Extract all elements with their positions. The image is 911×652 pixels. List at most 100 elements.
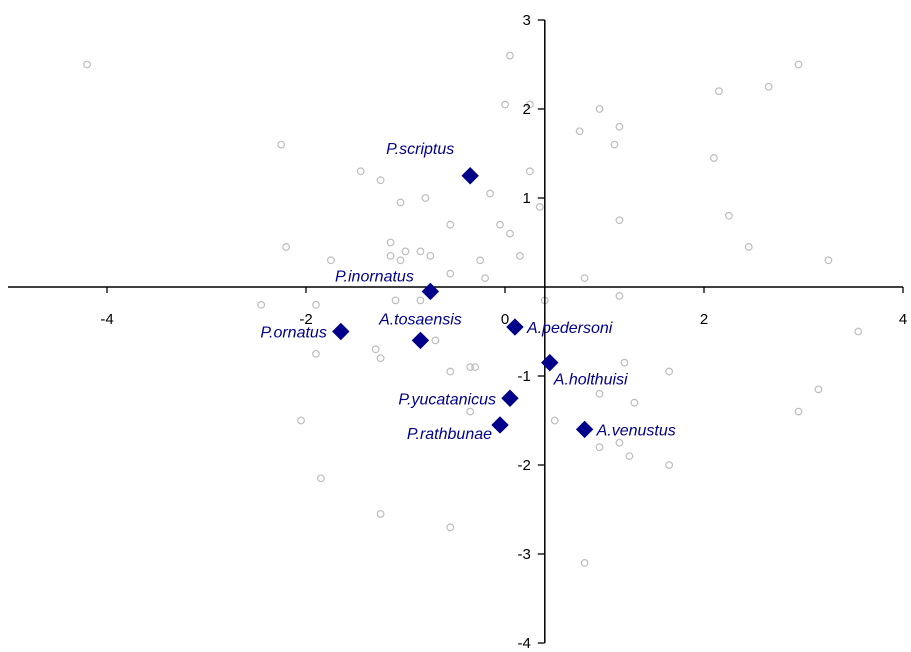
species-marker (491, 416, 509, 434)
species-label: P.inornatus (335, 268, 414, 285)
background-point (376, 510, 385, 518)
background-point (496, 220, 504, 229)
background-point (277, 140, 286, 149)
background-point (376, 354, 385, 363)
species-marker (575, 420, 594, 439)
background-point (446, 367, 455, 376)
background-point (391, 296, 400, 305)
background-point (595, 443, 604, 452)
background-point (580, 274, 589, 283)
background-point (416, 296, 425, 305)
background-point (371, 345, 380, 354)
background-point (575, 127, 584, 136)
background-point (312, 300, 320, 309)
species-marker (411, 331, 430, 350)
background-point (506, 229, 514, 238)
background-point (386, 251, 395, 260)
background-point (376, 176, 385, 185)
background-point (421, 194, 430, 202)
background-point (625, 452, 634, 461)
background-point (466, 363, 475, 372)
background-point (630, 398, 639, 407)
background-point (431, 336, 440, 345)
background-points-layer (83, 51, 863, 567)
species-label: P.yucatanicus (398, 391, 496, 408)
background-point (595, 389, 604, 398)
species-label: P.ornatus (260, 325, 326, 342)
species-marker (501, 389, 519, 407)
background-point (481, 274, 490, 283)
background-point (724, 211, 733, 220)
background-point (610, 140, 619, 149)
background-point (501, 100, 509, 109)
background-point (710, 154, 718, 162)
background-point (794, 60, 803, 69)
species-label: A.tosaensis (378, 311, 462, 328)
x-tick-label: -4 (100, 311, 113, 328)
species-points-layer: P.scriptus P.inornatus P.ornatus A.tosaensi… (260, 141, 675, 443)
background-point (620, 358, 629, 367)
species-label: A.pedersoni (526, 320, 613, 337)
y-tick-label: 3 (522, 12, 530, 29)
background-point (356, 167, 365, 176)
background-point (764, 82, 773, 91)
background-point (466, 407, 475, 416)
background-point (535, 202, 544, 211)
y-tick-label: 1 (522, 190, 530, 207)
background-point (525, 100, 534, 109)
background-point (744, 243, 753, 251)
x-tick-label: 2 (700, 311, 708, 328)
background-point (615, 122, 624, 131)
background-point (615, 216, 624, 225)
x-tick-label: 0 (501, 311, 509, 328)
background-point (665, 367, 674, 376)
background-point (615, 438, 624, 447)
background-point (446, 220, 455, 229)
species-label: A.venustus (596, 422, 676, 439)
background-point (715, 87, 723, 96)
species-marker (421, 282, 440, 301)
background-point (615, 292, 624, 300)
background-point (446, 523, 455, 532)
species-marker (332, 322, 350, 341)
species-label: A.holthuisi (553, 372, 628, 389)
x-tick-label: -2 (299, 311, 312, 328)
background-point (386, 238, 395, 247)
background-point (396, 198, 405, 207)
background-point (476, 256, 485, 265)
background-point (516, 251, 524, 260)
background-point (282, 243, 291, 251)
x-tick-label: 4 (899, 311, 907, 328)
y-tick-label: -3 (517, 546, 530, 563)
background-point (824, 256, 833, 265)
background-point (317, 474, 325, 483)
background-point (525, 167, 534, 176)
background-point (446, 269, 455, 278)
background-point (326, 256, 335, 265)
background-point (297, 416, 305, 425)
background-point (83, 60, 91, 69)
species-marker (506, 318, 524, 336)
y-tick-label: -2 (517, 457, 530, 474)
background-point (401, 247, 410, 256)
background-point (595, 105, 604, 113)
species-marker (461, 167, 479, 185)
background-point (312, 349, 320, 358)
background-point (416, 247, 425, 256)
background-point (580, 559, 589, 567)
species-label: P.rathbunae (407, 426, 492, 443)
background-point (854, 327, 863, 336)
background-point (396, 256, 405, 265)
y-tick-label: 2 (522, 101, 530, 118)
background-point (471, 363, 480, 372)
background-point (550, 416, 559, 425)
species-label: P.scriptus (386, 141, 454, 158)
background-point (426, 251, 435, 260)
y-tick-label: -1 (517, 368, 530, 385)
species-marker (541, 353, 559, 372)
background-point (814, 385, 823, 394)
background-point (506, 51, 514, 60)
axes: -4 -2 0 2 4 -4 -3 -2 -1 1 2 3 (8, 12, 907, 652)
background-point (257, 300, 266, 309)
